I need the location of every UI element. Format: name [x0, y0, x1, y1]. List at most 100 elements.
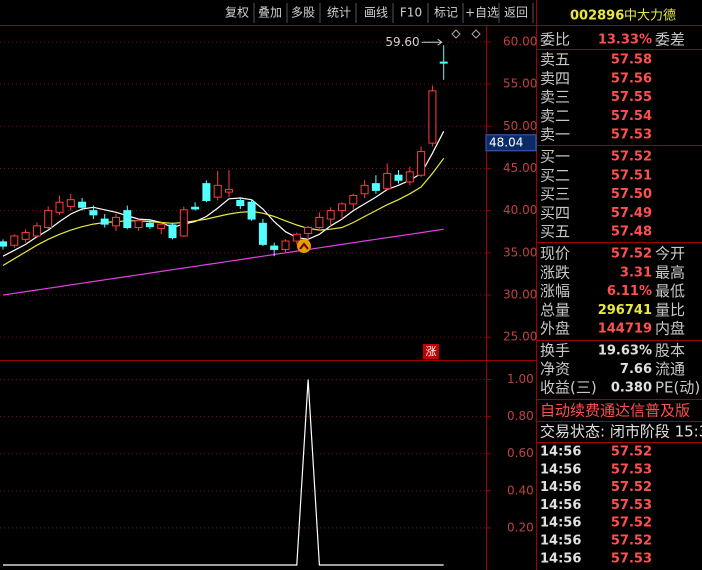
candle-body: [270, 245, 279, 250]
candle-body: [326, 210, 335, 220]
trade-price: 57.52: [611, 516, 652, 531]
candle-body: [225, 189, 233, 193]
row-value: 57.51: [611, 168, 652, 183]
toolbar-button[interactable]: 多股: [291, 6, 315, 20]
buy-signal-arrow: [299, 242, 309, 250]
row-value: 57.48: [611, 225, 652, 240]
toolbar-button[interactable]: 叠加: [258, 6, 282, 20]
row-value: 0.380: [611, 381, 652, 396]
candle-body: [21, 232, 30, 240]
buy-signal-icon: [297, 239, 311, 253]
row-label: 外盘: [540, 320, 570, 338]
moving-average: [2, 157, 445, 267]
notice[interactable]: 自动续费通达信普及版: [540, 402, 690, 420]
row-value: 13.33%: [598, 33, 652, 48]
candle-body: [213, 184, 222, 198]
high-label: 59.60: [385, 35, 419, 49]
row-label: 收益(三): [540, 379, 597, 397]
candle-body: [145, 222, 154, 228]
candle-body: [428, 90, 437, 144]
candle-body: [78, 201, 87, 208]
moving-average: [2, 228, 444, 296]
row-value: 57.50: [611, 187, 652, 202]
trade-price: 57.52: [611, 534, 652, 549]
trade-time: 14:56: [540, 480, 581, 495]
row-value: 6.11%: [607, 284, 652, 299]
row-value: 57.55: [611, 90, 652, 105]
trade-status: 交易状态: 闭市阶段 15:3: [540, 423, 702, 441]
row-label-2: 今开: [655, 245, 685, 263]
cursor-price: 48.04: [489, 135, 523, 149]
candle-body: [55, 201, 64, 213]
trade-price: 57.53: [611, 551, 652, 566]
candle-body: [10, 235, 19, 246]
row-value: 57.58: [611, 53, 652, 68]
toolbar-button[interactable]: 返回: [504, 6, 528, 20]
candle-body: [191, 206, 200, 210]
candle-body: [100, 218, 109, 225]
row-label-2: 量比: [655, 301, 685, 319]
y-tick-label: 55.00: [503, 77, 537, 91]
row-label: 买四: [540, 204, 570, 222]
trade-time: 14:56: [540, 445, 581, 460]
candle-body: [32, 225, 41, 237]
candle-body: [394, 174, 403, 181]
row-label: 卖四: [540, 69, 570, 87]
row-label-2: 最高: [655, 263, 685, 281]
row-label: 买一: [540, 148, 570, 166]
row-label: 涨跌: [540, 263, 570, 281]
y-tick-label: 60.00: [503, 34, 537, 48]
y-tick-label: 30.00: [503, 288, 537, 302]
toolbar-button[interactable]: +自选: [465, 6, 499, 20]
trade-price: 57.53: [611, 498, 652, 513]
candle-body: [371, 183, 380, 191]
candle-body: [439, 61, 448, 64]
y-tick-label: 0.40: [507, 483, 534, 497]
candle-body: [304, 227, 313, 234]
chart-icons[interactable]: [451, 29, 481, 39]
trade-time: 14:56: [540, 462, 581, 477]
indicator-line: [3, 379, 444, 566]
candle-body: [123, 210, 132, 229]
trade-time: 14:56: [540, 534, 581, 549]
row-value: 57.56: [611, 71, 652, 86]
row-value: 144719: [598, 322, 652, 337]
row-label: 现价: [540, 245, 570, 263]
row-value: 296741: [598, 303, 652, 318]
trade-price: 57.53: [611, 462, 652, 477]
stock-code: 002896: [570, 9, 624, 24]
signal-marker: 涨: [426, 345, 437, 358]
candle-body: [258, 222, 267, 245]
y-tick-label: 50.00: [503, 119, 537, 133]
trade-price: 57.52: [611, 445, 652, 460]
candle-body: [89, 210, 98, 216]
signal-marker-box: [423, 344, 439, 359]
toolbar-button[interactable]: 统计: [327, 6, 351, 20]
candle-body: [360, 184, 369, 195]
row-value: 7.66: [620, 362, 652, 377]
row-label-2: 流通: [655, 360, 685, 378]
candle-body: [0, 241, 7, 247]
candle-body: [383, 173, 392, 190]
row-label-2: 股本: [655, 342, 685, 360]
indicator-chart: 0.20 0.40 0.60 0.80 1.00: [0, 372, 534, 566]
row-label: 换手: [540, 342, 570, 360]
candle-body: [112, 216, 120, 227]
y-tick-label: 0.20: [507, 520, 534, 534]
candle-body: [157, 223, 166, 229]
toolbar-button[interactable]: 画线: [364, 6, 388, 20]
moving-average: [2, 131, 445, 257]
candle-body: [202, 183, 211, 202]
row-label: 买二: [540, 166, 570, 184]
candle-body: [66, 199, 75, 207]
toolbar-button[interactable]: 标记: [434, 6, 458, 20]
row-label-2: PE(动): [655, 379, 700, 397]
toolbar-button[interactable]: 复权: [225, 6, 249, 20]
row-label: 卖一: [540, 126, 570, 144]
toolbar-button[interactable]: F10: [400, 6, 422, 20]
row-label-2: 委差: [655, 31, 685, 49]
trade-time: 14:56: [540, 498, 581, 513]
row-value: 57.52: [611, 247, 652, 262]
